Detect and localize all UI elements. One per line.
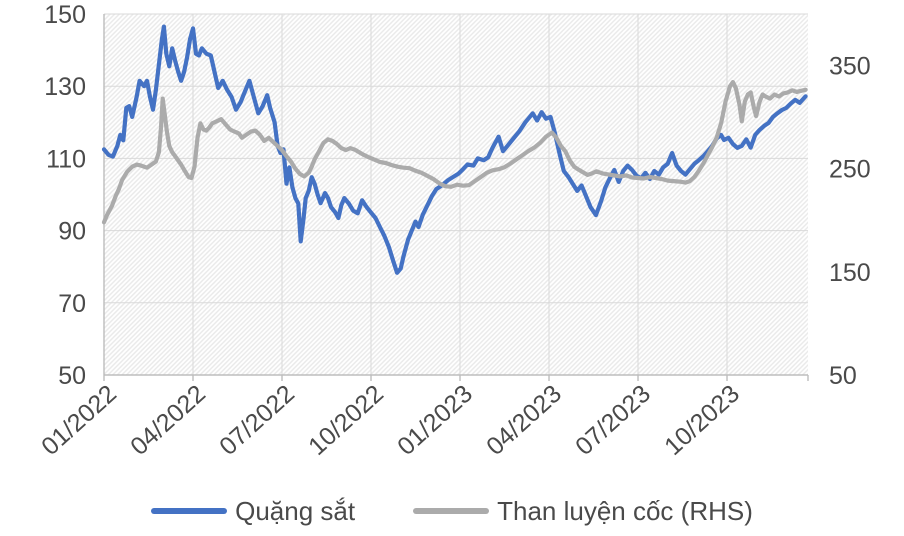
y-right-tick-label: 350 bbox=[829, 53, 871, 81]
legend-item-quang-sat: Quặng sắt bbox=[151, 498, 355, 524]
series-line-iron-ore bbox=[101, 24, 808, 275]
legend-item-than-luyen-coc: Than luyện cốc (RHS) bbox=[413, 498, 753, 524]
y-left-tick-label: 150 bbox=[44, 1, 86, 29]
series-line-coking-coal bbox=[101, 79, 808, 225]
x-tick-label: 01/2022 bbox=[36, 380, 122, 461]
y-right-tick-label: 50 bbox=[829, 362, 857, 390]
x-tick-label: 04/2023 bbox=[481, 380, 567, 461]
legend-swatch-coking-coal bbox=[413, 508, 490, 514]
legend-label-iron-ore: Quặng sắt bbox=[235, 496, 356, 526]
legend-label-coking-coal: Than luyện cốc (RHS) bbox=[497, 496, 753, 526]
gridlines bbox=[104, 13, 808, 376]
y-left-tick-label: 50 bbox=[58, 362, 86, 390]
x-axis-labels: 01/2022 04/2022 07/2022 10/2022 01/2023 04/20… bbox=[36, 380, 745, 461]
y-left-tick-label: 110 bbox=[46, 145, 86, 173]
y-left-tick-label: 70 bbox=[58, 290, 86, 318]
plot-area-hatch bbox=[104, 14, 808, 375]
x-tick-label: 10/2023 bbox=[659, 380, 745, 461]
y-right-tick-label: 150 bbox=[829, 259, 871, 287]
x-tick-label: 01/2023 bbox=[392, 380, 478, 461]
x-tick-label: 10/2022 bbox=[303, 380, 389, 461]
y-axis-right-labels: 350 250 150 50 bbox=[829, 53, 871, 390]
x-tick-label: 04/2022 bbox=[125, 380, 211, 461]
legend-swatch-iron-ore bbox=[151, 508, 228, 514]
y-right-tick-label: 250 bbox=[829, 156, 871, 184]
chart-legend: Quặng sắt Than luyện cốc (RHS) bbox=[0, 492, 904, 530]
y-left-tick-label: 130 bbox=[44, 73, 86, 101]
x-tick-label: 07/2023 bbox=[570, 380, 656, 461]
x-tick-label: 07/2022 bbox=[214, 380, 300, 461]
y-axis-left-labels: 150 130 110 90 70 50 bbox=[44, 1, 86, 390]
y-left-tick-label: 90 bbox=[58, 218, 86, 246]
axes bbox=[103, 14, 809, 381]
